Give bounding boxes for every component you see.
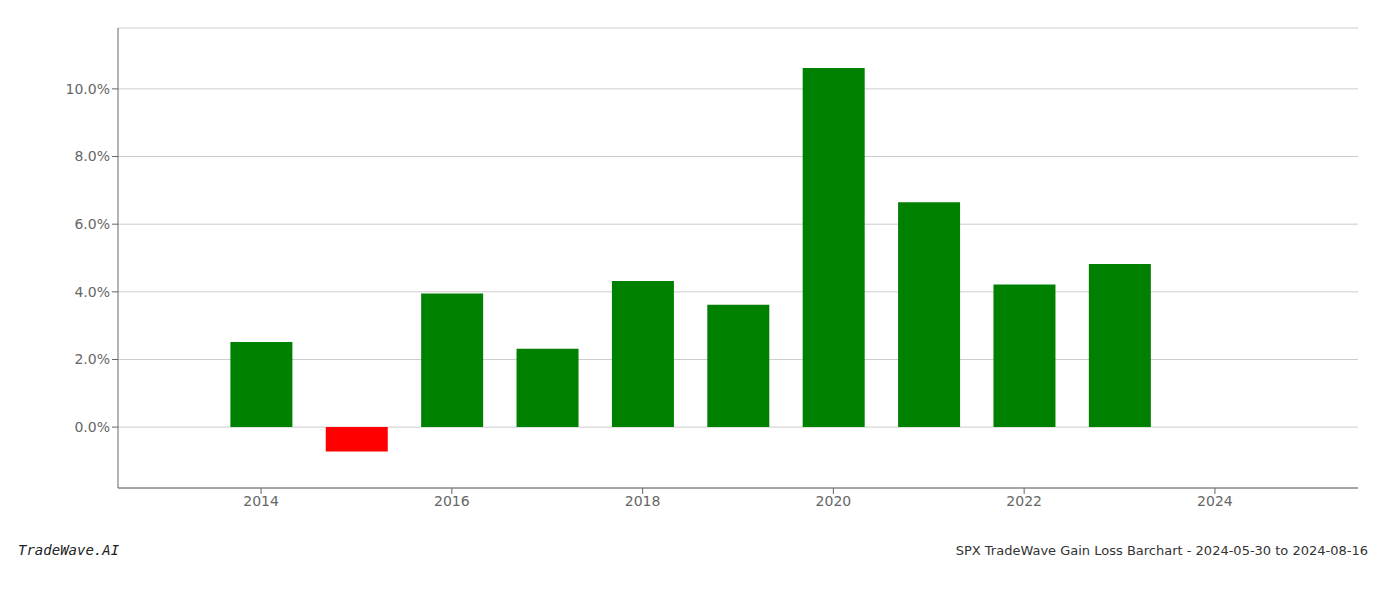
svg-text:6.0%: 6.0% <box>74 216 110 232</box>
svg-text:10.0%: 10.0% <box>66 81 110 97</box>
svg-text:2014: 2014 <box>243 493 279 509</box>
svg-text:8.0%: 8.0% <box>74 148 110 164</box>
svg-text:2016: 2016 <box>434 493 470 509</box>
svg-text:4.0%: 4.0% <box>74 284 110 300</box>
svg-text:2018: 2018 <box>625 493 661 509</box>
html-text:TradeWave.AI: TradeWave.AI <box>18 542 120 558</box>
svg-text:2020: 2020 <box>816 493 852 509</box>
html-text:SPX TradeWave Gain Loss Barcha: SPX TradeWave Gain Loss Barchart - 2024-… <box>955 543 1368 558</box>
svg-text:2024: 2024 <box>1197 493 1233 509</box>
svg-text:2022: 2022 <box>1006 493 1042 509</box>
svg-text:2.0%: 2.0% <box>74 351 110 367</box>
svg-text:0.0%: 0.0% <box>74 419 110 435</box>
